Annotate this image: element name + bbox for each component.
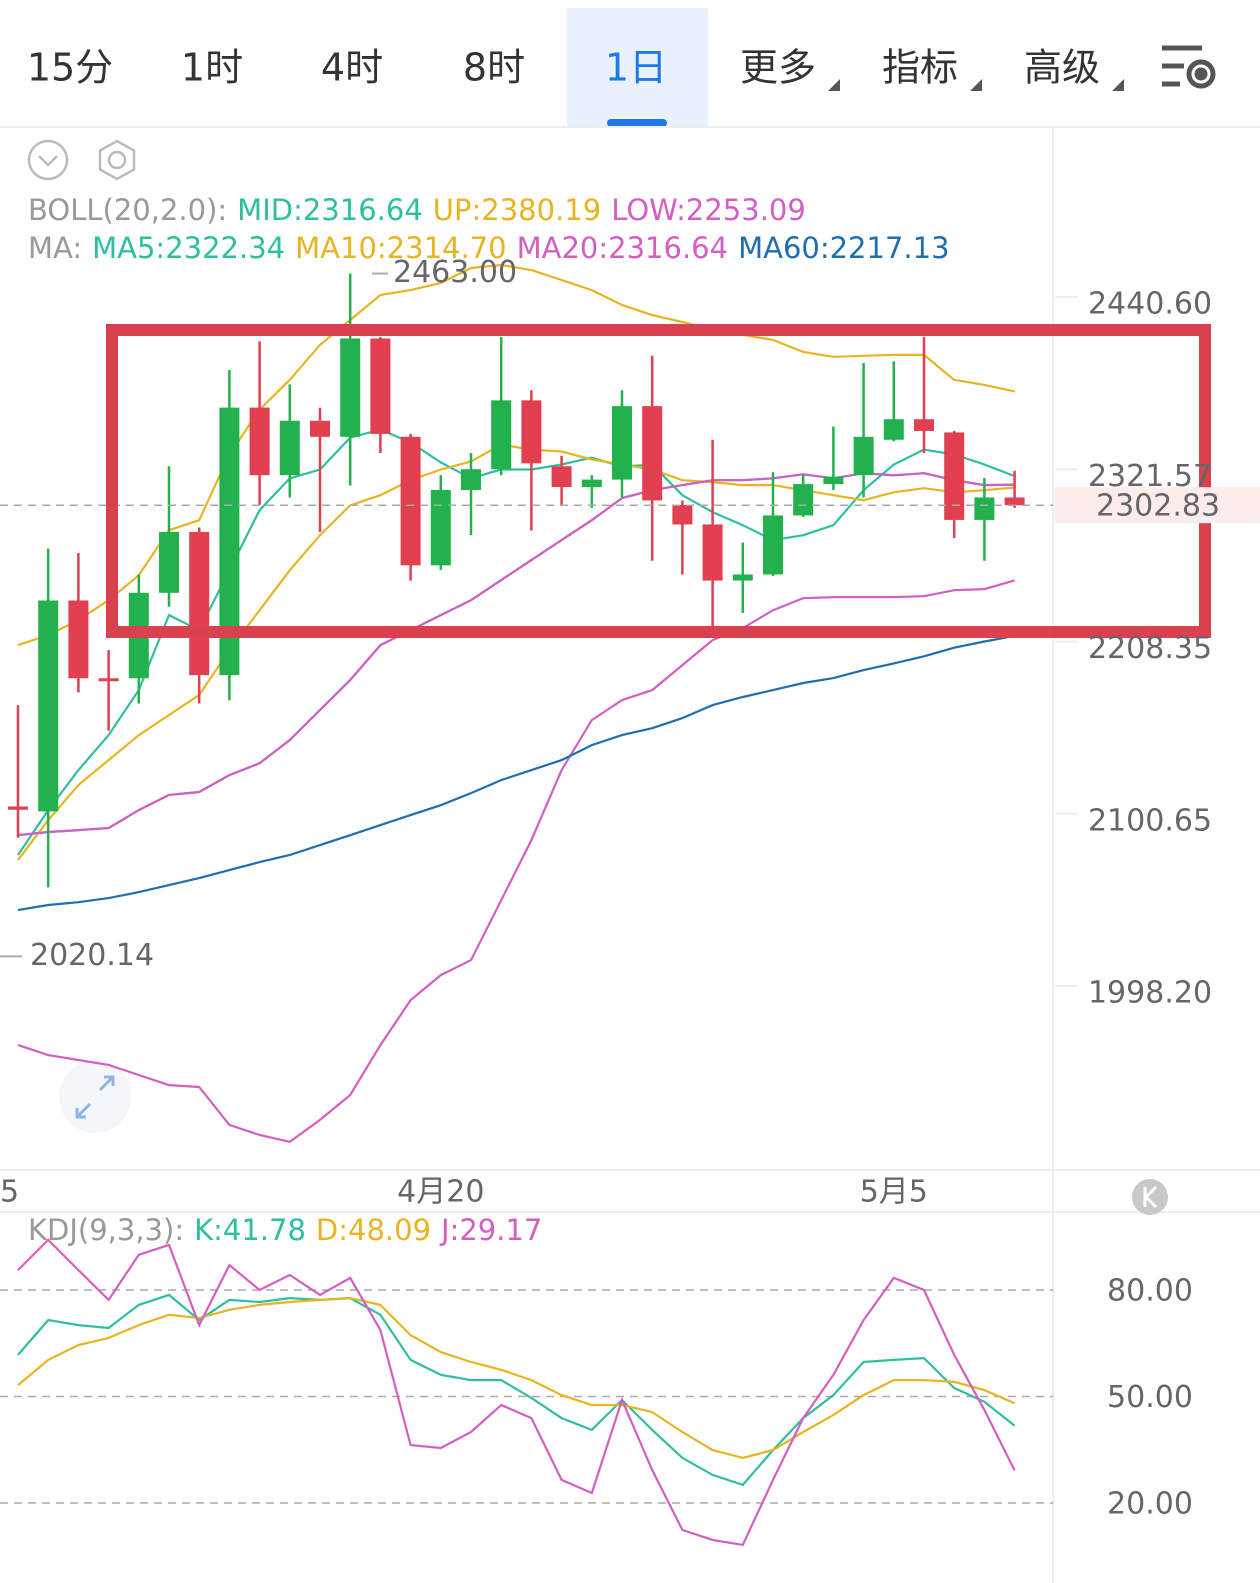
tab[interactable]: 8时 [463,46,525,90]
tab[interactable]: 4时 [321,46,383,90]
indicator-line [17,263,1015,647]
active-tab-underline [607,119,667,127]
candle-body [853,436,874,476]
indicator-line [17,472,1015,837]
y-tick-label: 50.00 [1107,1380,1193,1415]
dropdown-caret [828,79,840,91]
legend-item: MA5:2322.34 [92,231,285,265]
kdj-line [17,1296,1016,1460]
candle-body [763,515,783,575]
indicator-line [17,472,1015,837]
kdj-line [17,1293,1016,1487]
candle-body [642,406,663,501]
candle-body [521,400,542,464]
candle-body [672,504,693,525]
candle-body [8,806,28,810]
y-tick-label: 2440.60 [1088,287,1212,322]
candle-body [98,678,119,682]
max-label: 2463.00 [393,255,517,290]
legend-item: KDJ(9,3,3): [28,1213,184,1247]
collapse-icon[interactable] [27,139,69,181]
legend-item: BOLL(20,2.0): [28,193,227,227]
y-tick-label: 2208.35 [1088,631,1212,666]
candle-body [551,466,572,488]
x-tick-label: 5月5 [860,1175,928,1210]
candle-body [491,400,512,470]
legend-item: D:48.09 [316,1213,431,1247]
candle-body [944,432,965,520]
candle-body [914,419,934,431]
legend-item: MID:2316.64 [237,193,423,227]
candle-body [189,531,210,676]
legend-item: MA60:2217.13 [738,231,949,265]
x-tick-label: 5 [0,1175,19,1210]
y-tick-label: 80.00 [1107,1273,1193,1308]
candle-body [883,419,904,440]
tab[interactable]: 1日 [605,46,667,90]
y-tick-label: 20.00 [1107,1486,1193,1521]
legend-item: J:29.17 [439,1213,542,1247]
candle-body [974,497,995,520]
candle-body [793,484,814,516]
legend-item: K:41.78 [194,1213,306,1247]
range-box [106,324,1211,638]
last-price-label: 2302.83 [1096,489,1220,524]
candle-body [581,479,602,488]
legend-item: LOW:2253.09 [611,193,806,227]
indicator-line [17,443,1015,861]
legend-item: MA10:2314.70 [295,231,506,265]
candle-body [68,600,89,679]
candle-body [38,600,59,812]
tab[interactable]: 15分 [27,46,113,90]
back-to-latest-icon[interactable] [1132,1179,1168,1215]
candle-body [340,338,361,437]
candle-body [370,338,391,434]
legend-item: MA20:2316.64 [517,231,728,265]
legend-item: MA: [28,231,82,265]
tab[interactable]: 指标 [882,46,958,90]
candle-body [430,490,451,566]
tab[interactable]: 1时 [181,46,243,90]
min-label: 2020.14 [30,938,154,973]
candle-body [249,407,270,476]
kdj-line [17,1238,1016,1547]
tab[interactable]: 高级 [1024,46,1100,90]
candle-body [702,524,723,581]
indicator-line [17,579,1015,1143]
candle-body [310,420,330,437]
candle-body [219,407,240,676]
last-price-bg [1055,487,1260,524]
candle-body [1004,497,1025,506]
dropdown-caret [1112,79,1124,91]
candle-body [400,436,421,566]
candle-body [612,406,632,480]
x-tick-label: 4月20 [397,1175,484,1210]
candle-body [279,420,300,476]
settings-hex-icon[interactable] [98,139,136,181]
candle-body [823,476,844,485]
y-tick-label: 1998.20 [1088,976,1212,1011]
y-tick-label: 2100.65 [1088,803,1212,838]
legend-item: UP:2380.19 [433,193,601,227]
indicator-line [17,634,1015,912]
dropdown-caret [970,79,982,91]
active-tab-bg [567,8,708,127]
candle-body [461,469,481,491]
settings-icon[interactable] [1162,45,1216,89]
candle-body [159,531,179,593]
expand-icon[interactable] [59,1061,131,1133]
candle-body [732,574,753,581]
tab[interactable]: 更多 [740,46,816,90]
indicator-line [17,428,1015,856]
